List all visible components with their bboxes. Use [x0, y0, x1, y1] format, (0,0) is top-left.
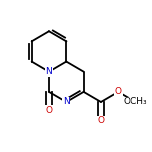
Text: O: O — [115, 87, 122, 96]
Text: N: N — [46, 67, 52, 76]
Text: N: N — [63, 97, 70, 107]
Text: O: O — [97, 116, 104, 125]
Text: OCH₃: OCH₃ — [124, 97, 147, 107]
Text: O: O — [45, 106, 52, 115]
